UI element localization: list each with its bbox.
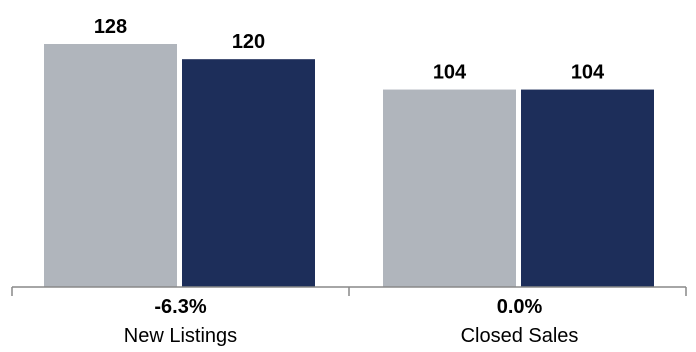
x-axis (11, 286, 687, 296)
bars-layer (44, 44, 654, 287)
category-label-1: New Listings (124, 325, 237, 347)
bar-2-1 (383, 89, 516, 287)
value-label-1-2: 120 (232, 31, 265, 53)
change-label-2: 0.0% (497, 296, 543, 318)
value-label-2-1: 104 (433, 62, 467, 84)
bar-2-2 (521, 89, 654, 287)
bar-1-2 (182, 59, 315, 287)
value-label-1-1: 128 (94, 16, 127, 38)
value-label-2-2: 104 (571, 62, 605, 84)
bar-1-1 (44, 44, 177, 287)
labels-layer: 128 120 -6.3% New Listings 104 104 0.0% Closed … (94, 16, 605, 347)
category-label-2: Closed Sales (461, 325, 579, 347)
change-label-1: -6.3% (154, 296, 206, 318)
